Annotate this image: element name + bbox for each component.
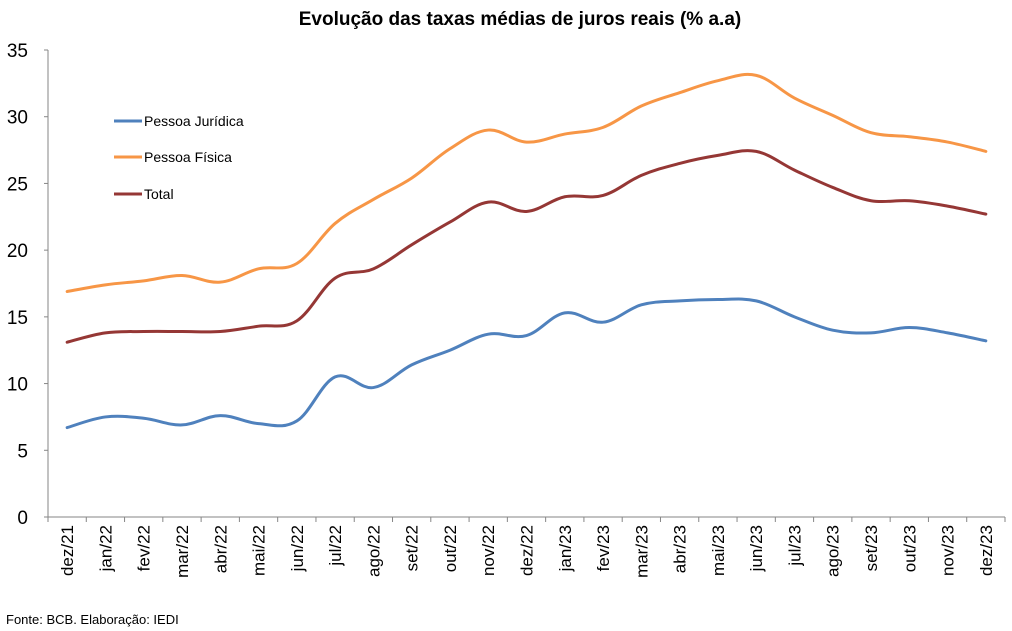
series-line-pessoa-juridica (65, 297, 988, 430)
x-tick-label: jun/23 (747, 525, 766, 572)
x-tick-label: out/22 (441, 525, 460, 572)
x-tick-label: dez/23 (977, 525, 996, 576)
x-tick-label: out/23 (900, 525, 919, 572)
y-tick-label: 0 (17, 508, 28, 529)
x-tick-label: mai/22 (250, 525, 269, 576)
x-tick-label: mar/22 (173, 525, 192, 578)
y-tick-label: 5 (17, 441, 28, 462)
x-tick-label: jan/22 (96, 525, 115, 572)
x-tick-label: jul/22 (326, 525, 345, 567)
legend-label-pessoa-juridica: Pessoa Jurídica (144, 113, 244, 129)
x-tick-label: nov/23 (939, 525, 958, 576)
y-tick-label: 25 (7, 174, 28, 195)
x-tick-label: nov/22 (479, 525, 498, 576)
source-note: Fonte: BCB. Elaboração: IEDI (6, 612, 179, 627)
chart-title: Evolução das taxas médias de juros reais… (299, 9, 741, 30)
x-tick-label: mai/23 (709, 525, 728, 576)
axes: 0 5 10 15 20 25 30 35 dez/21 jan/22 fev/22 mar/22 ab… (7, 41, 1006, 578)
x-tick-label: jun/22 (288, 525, 307, 572)
x-tick-label: fev/22 (135, 525, 154, 571)
legend-label-total: Total (144, 186, 174, 202)
x-tick-label: dez/22 (518, 525, 537, 576)
x-tick-label: abr/23 (671, 525, 690, 573)
x-tick-label: jul/23 (785, 525, 804, 567)
x-tick-label: abr/22 (211, 525, 230, 573)
y-tick-label: 35 (7, 41, 28, 62)
x-tick-label: set/22 (403, 525, 422, 571)
x-tick-label: mar/23 (632, 525, 651, 578)
series-line-total (65, 149, 988, 344)
x-tick-label: set/23 (862, 525, 881, 571)
y-tick-label: 10 (7, 375, 28, 396)
x-tick-label: ago/22 (364, 525, 383, 577)
series-group (65, 72, 988, 430)
y-tick-label: 20 (7, 241, 28, 262)
y-tick-label: 15 (7, 308, 28, 329)
x-tick-label: dez/21 (58, 525, 77, 576)
x-tick-label: ago/23 (824, 525, 843, 577)
legend: Pessoa Jurídica Pessoa Física Total (114, 113, 244, 202)
y-tick-label: 30 (7, 108, 28, 129)
legend-label-pessoa-fisica: Pessoa Física (144, 149, 232, 165)
series-line-pessoa-fisica (65, 72, 988, 294)
x-tick-label: fev/23 (594, 525, 613, 571)
x-tick-label: jan/23 (556, 525, 575, 572)
